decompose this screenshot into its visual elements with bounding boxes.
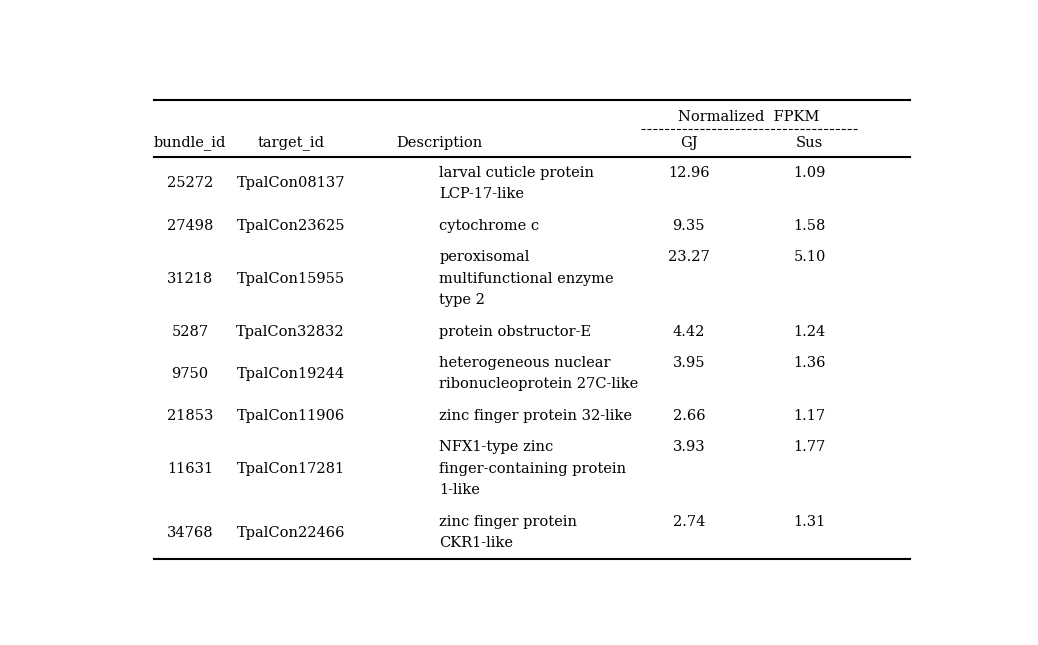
Text: TpalCon22466: TpalCon22466: [237, 526, 345, 540]
Text: 2.74: 2.74: [673, 515, 705, 529]
Text: GJ: GJ: [680, 136, 698, 150]
Text: 1.58: 1.58: [793, 219, 825, 233]
Text: CKR1-like: CKR1-like: [439, 537, 514, 550]
Text: 25272: 25272: [167, 176, 213, 190]
Text: multifunctional enzyme: multifunctional enzyme: [439, 272, 614, 286]
Text: 1.36: 1.36: [793, 356, 826, 370]
Text: 1.31: 1.31: [793, 515, 825, 529]
Text: NFX1-type zinc: NFX1-type zinc: [439, 441, 553, 454]
Text: 1.09: 1.09: [793, 166, 825, 179]
Text: 23.27: 23.27: [668, 250, 710, 264]
Text: 3.95: 3.95: [673, 356, 705, 370]
Text: zinc finger protein 32-like: zinc finger protein 32-like: [439, 409, 632, 423]
Text: heterogeneous nuclear: heterogeneous nuclear: [439, 356, 611, 370]
Text: 3.93: 3.93: [673, 441, 705, 454]
Text: peroxisomal: peroxisomal: [439, 250, 529, 264]
Text: 4.42: 4.42: [673, 324, 705, 339]
Text: 31218: 31218: [167, 272, 213, 286]
Text: 2.66: 2.66: [673, 409, 705, 423]
Text: finger-containing protein: finger-containing protein: [439, 462, 627, 476]
Text: 34768: 34768: [167, 526, 214, 540]
Text: bundle_id: bundle_id: [154, 135, 226, 150]
Text: TpalCon08137: TpalCon08137: [237, 176, 345, 190]
Text: 1.77: 1.77: [793, 441, 825, 454]
Text: ribonucleoprotein 27C-like: ribonucleoprotein 27C-like: [439, 377, 638, 392]
Text: zinc finger protein: zinc finger protein: [439, 515, 577, 529]
Text: 12.96: 12.96: [668, 166, 710, 179]
Text: TpalCon23625: TpalCon23625: [237, 219, 345, 233]
Text: 21853: 21853: [167, 409, 213, 423]
Text: TpalCon11906: TpalCon11906: [237, 409, 345, 423]
Text: protein obstructor-E: protein obstructor-E: [439, 324, 592, 339]
Text: 1.24: 1.24: [793, 324, 825, 339]
Text: 5287: 5287: [171, 324, 209, 339]
Text: 1.17: 1.17: [793, 409, 825, 423]
Text: TpalCon17281: TpalCon17281: [237, 462, 345, 476]
Text: type 2: type 2: [439, 293, 486, 307]
Text: 9.35: 9.35: [673, 219, 705, 233]
Text: Normalized  FPKM: Normalized FPKM: [679, 110, 820, 124]
Text: TpalCon19244: TpalCon19244: [237, 367, 345, 381]
Text: Sus: Sus: [796, 136, 823, 150]
Text: target_id: target_id: [257, 135, 324, 150]
Text: 5.10: 5.10: [793, 250, 825, 264]
Text: 1-like: 1-like: [439, 484, 481, 497]
Text: LCP-17-like: LCP-17-like: [439, 187, 524, 201]
Text: Description: Description: [397, 136, 483, 150]
Text: TpalCon32832: TpalCon32832: [237, 324, 345, 339]
Text: 9750: 9750: [171, 367, 209, 381]
Text: cytochrome c: cytochrome c: [439, 219, 540, 233]
Text: larval cuticle protein: larval cuticle protein: [439, 166, 595, 179]
Text: 11631: 11631: [167, 462, 213, 476]
Text: 27498: 27498: [167, 219, 213, 233]
Text: TpalCon15955: TpalCon15955: [237, 272, 345, 286]
